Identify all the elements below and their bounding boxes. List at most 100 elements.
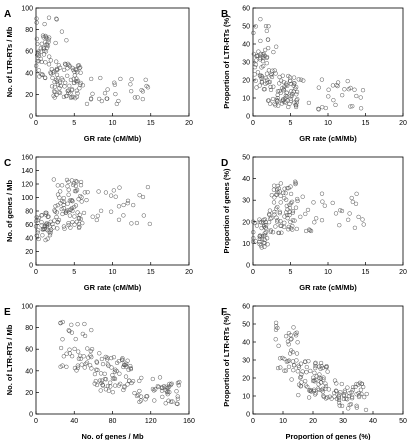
data-point xyxy=(52,79,57,85)
data-point xyxy=(326,87,331,92)
data-point xyxy=(56,90,62,95)
data-point xyxy=(284,203,289,209)
data-point xyxy=(333,102,338,108)
scatter-points xyxy=(251,17,366,112)
data-point xyxy=(333,388,339,393)
data-point xyxy=(314,377,319,382)
x-tick-label: 20 xyxy=(185,120,193,127)
data-point xyxy=(291,325,296,330)
data-point xyxy=(283,93,288,98)
data-point xyxy=(349,390,354,395)
data-point xyxy=(125,201,130,206)
data-point xyxy=(346,217,351,222)
data-point xyxy=(284,359,289,364)
data-point xyxy=(298,77,304,82)
data-point xyxy=(74,179,80,184)
data-point xyxy=(308,228,314,234)
x-tick-label: 15 xyxy=(147,269,155,276)
data-point xyxy=(284,90,289,95)
data-point xyxy=(359,391,364,397)
data-point xyxy=(125,382,130,387)
data-point xyxy=(74,368,79,373)
y-tick-label: 60 xyxy=(25,222,33,229)
x-tick-label: 5 xyxy=(289,120,293,127)
data-point xyxy=(125,198,131,203)
data-point xyxy=(71,182,76,188)
data-point xyxy=(294,84,299,90)
data-point xyxy=(34,16,39,21)
data-point xyxy=(58,345,64,351)
data-point xyxy=(81,210,87,216)
x-tick-label: 5 xyxy=(289,269,293,276)
data-point xyxy=(73,189,79,194)
data-point xyxy=(294,89,300,95)
data-point xyxy=(290,359,296,364)
data-point xyxy=(39,213,45,218)
data-point xyxy=(311,388,317,394)
data-point xyxy=(77,86,82,91)
data-point xyxy=(298,361,304,366)
data-point xyxy=(257,241,262,247)
x-tick-label: 10 xyxy=(109,120,117,127)
y-tick-label: 40 xyxy=(25,70,33,77)
panel-F: 0 10 20 30 40 50 0 10 20 30 40 50 60 Proportion of ge… xyxy=(221,304,407,440)
data-point xyxy=(157,375,163,380)
data-point xyxy=(321,377,326,382)
data-point xyxy=(62,226,67,231)
data-point xyxy=(36,59,41,64)
x-tick-label: 120 xyxy=(145,418,157,425)
data-point xyxy=(316,382,321,387)
data-point xyxy=(285,216,290,221)
data-point xyxy=(65,61,70,66)
data-point xyxy=(145,85,151,90)
data-point xyxy=(308,368,313,374)
data-point xyxy=(254,58,259,63)
data-point xyxy=(134,220,140,226)
data-point xyxy=(43,210,48,215)
data-point xyxy=(253,62,259,67)
y-tick-label: 10 xyxy=(242,394,250,401)
data-point xyxy=(296,77,301,82)
data-point xyxy=(280,98,285,104)
data-point xyxy=(306,100,312,106)
data-point xyxy=(261,64,266,69)
data-point xyxy=(52,208,57,213)
data-point xyxy=(363,407,369,413)
data-point xyxy=(273,337,278,342)
data-point xyxy=(353,384,358,390)
data-point xyxy=(296,392,301,398)
data-point xyxy=(257,219,262,225)
data-point xyxy=(48,229,53,234)
y-axis-label: Proportion of LTR-RTs (%) xyxy=(222,15,231,109)
data-point xyxy=(76,356,82,361)
data-point xyxy=(323,381,328,386)
data-point xyxy=(345,385,350,390)
data-point xyxy=(282,100,287,105)
data-point xyxy=(67,198,73,203)
data-point xyxy=(94,382,100,388)
data-point xyxy=(43,75,48,81)
data-point xyxy=(347,391,352,396)
data-point xyxy=(129,221,134,226)
data-point xyxy=(259,234,264,239)
data-point xyxy=(92,381,97,386)
data-point xyxy=(279,230,284,235)
data-point xyxy=(63,208,69,214)
data-point xyxy=(319,218,325,223)
data-point xyxy=(282,220,287,225)
data-point xyxy=(274,192,279,197)
data-point xyxy=(267,208,273,213)
data-point xyxy=(67,351,73,356)
y-axis-label: No. of genes / Mb xyxy=(5,180,14,243)
data-point xyxy=(348,402,354,407)
data-point xyxy=(320,386,325,391)
data-point xyxy=(277,209,282,214)
y-tick-label: 50 xyxy=(242,24,250,31)
data-point xyxy=(288,98,294,103)
data-point xyxy=(114,360,120,365)
data-point xyxy=(121,213,126,218)
data-point xyxy=(264,236,270,241)
data-point xyxy=(258,17,263,22)
data-point xyxy=(288,184,293,189)
data-point xyxy=(113,91,118,97)
